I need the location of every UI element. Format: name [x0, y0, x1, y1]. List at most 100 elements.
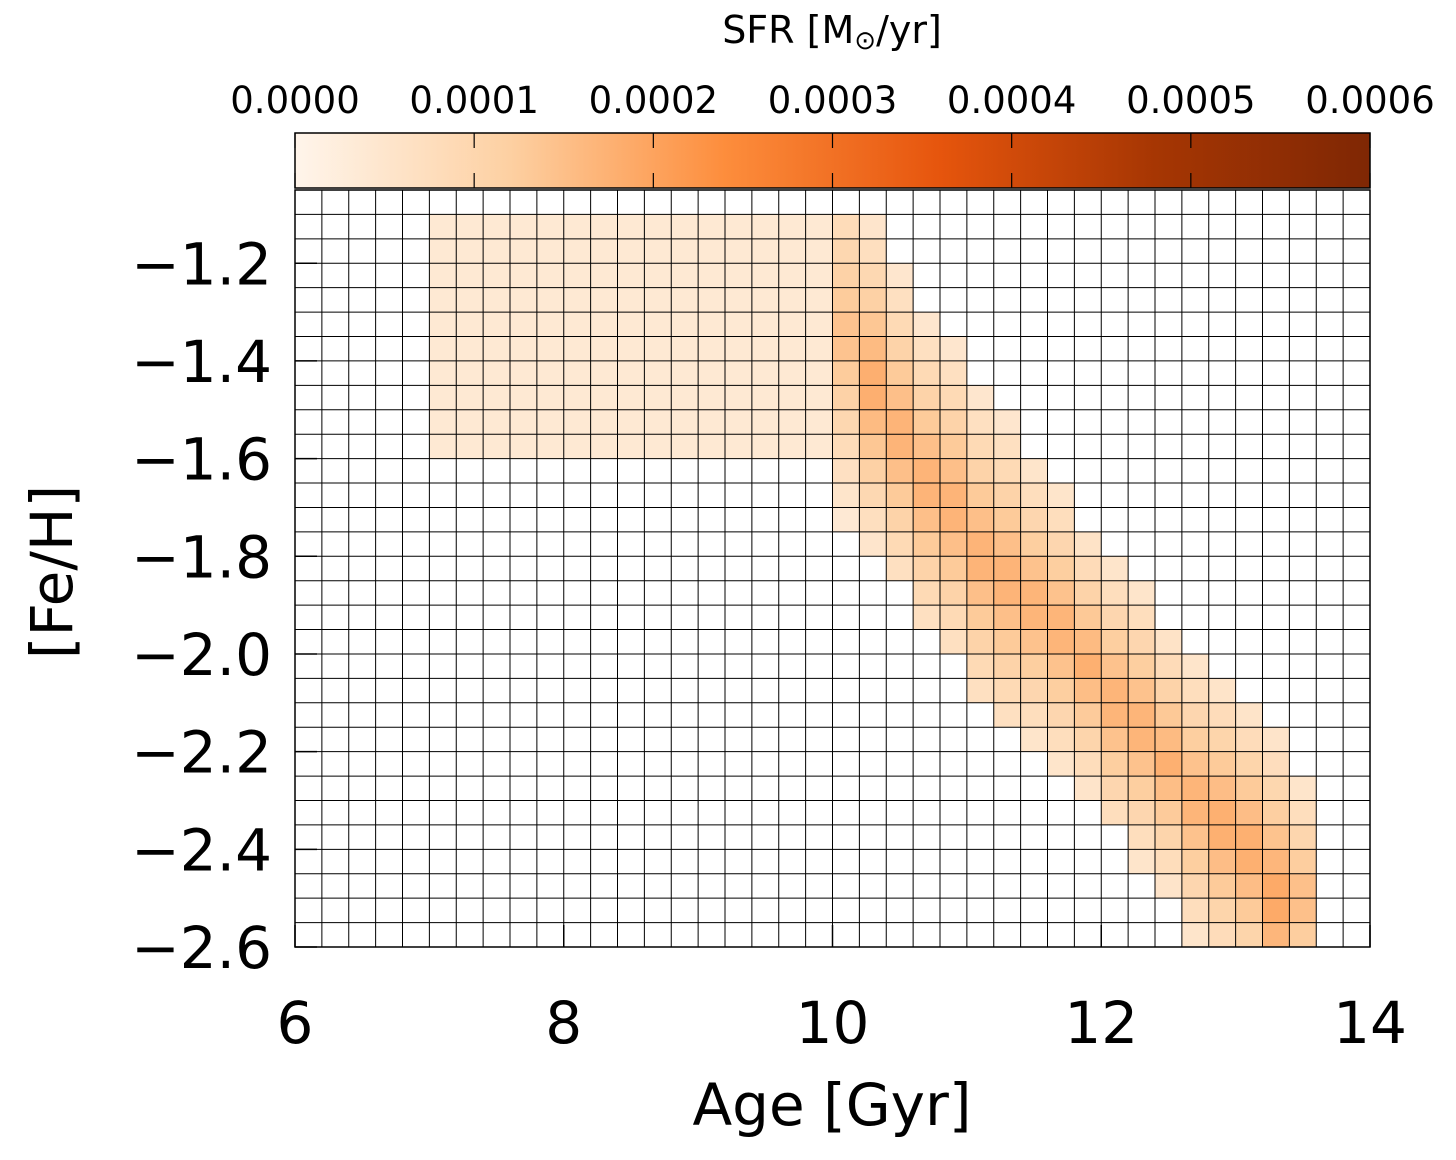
heatmap-cell	[590, 336, 618, 361]
heatmap-cell	[886, 287, 914, 313]
x-tick-label: 6	[277, 989, 314, 1057]
heatmap-cell	[1155, 776, 1182, 801]
heatmap-cell	[1235, 898, 1263, 923]
heatmap-cell	[1047, 483, 1075, 508]
heatmap-cell	[751, 434, 779, 459]
heatmap-cell	[778, 336, 806, 361]
heatmap-cell	[805, 336, 833, 361]
heatmap-cell	[966, 580, 994, 606]
heatmap-cell	[483, 263, 510, 288]
heatmap-cell	[483, 434, 510, 459]
colorbar-tick-label: 0.0004	[947, 79, 1076, 122]
heatmap-cell	[644, 434, 672, 459]
heatmap-cell	[886, 360, 914, 386]
heatmap-cell	[617, 238, 645, 264]
heatmap-cell	[859, 287, 887, 313]
heatmap-cell	[805, 214, 833, 239]
heatmap-cell	[940, 483, 967, 508]
heatmap-cell	[671, 263, 699, 288]
heatmap-cell	[563, 385, 591, 410]
heatmap-cell	[1101, 800, 1129, 825]
heatmap-cell	[1020, 727, 1048, 752]
heatmap-cell	[563, 409, 591, 435]
heatmap-cell	[966, 483, 994, 508]
heatmap-cell	[1020, 629, 1048, 654]
heatmap-cell	[1074, 531, 1102, 557]
heatmap-cell	[859, 263, 887, 288]
heatmap-cell	[563, 238, 591, 264]
heatmap-cell	[510, 238, 537, 264]
heatmap-cell	[536, 214, 564, 239]
heatmap-cell	[671, 287, 699, 313]
heatmap-cell	[1074, 702, 1102, 728]
heatmap-cell	[805, 287, 833, 313]
heatmap-cell	[1235, 824, 1263, 850]
heatmap-cell	[859, 360, 887, 386]
heatmap-cell	[671, 312, 699, 337]
heatmap-cell	[617, 263, 645, 288]
heatmap-cell	[1128, 702, 1155, 728]
heatmap-cell	[1128, 653, 1155, 679]
heatmap-cell	[429, 214, 457, 239]
heatmap-cell	[832, 507, 860, 532]
heatmap-cell	[1074, 653, 1102, 679]
heatmap-cell	[1020, 605, 1048, 630]
heatmap-cell	[1262, 727, 1290, 752]
heatmap-cell	[859, 434, 887, 459]
heatmap-cell	[778, 263, 806, 288]
heatmap-cell	[456, 360, 484, 386]
x-tick-label: 8	[545, 989, 582, 1057]
heatmap-cell	[778, 385, 806, 410]
heatmap-cell	[644, 238, 672, 264]
heatmap-cell	[886, 263, 914, 288]
heatmap-cell	[993, 702, 1021, 728]
heatmap-cell	[590, 263, 618, 288]
heatmap-cell	[563, 336, 591, 361]
heatmap-cell	[510, 312, 537, 337]
heatmap-cell	[563, 263, 591, 288]
heatmap-cell	[483, 238, 510, 264]
heatmap-cell	[1289, 873, 1317, 899]
heatmap-cell	[913, 312, 940, 337]
heatmap-cell	[966, 458, 994, 484]
heatmap-cell	[1047, 556, 1075, 581]
heatmap-cell	[1289, 849, 1317, 874]
heatmap-cell	[1128, 776, 1155, 801]
heatmap-cell	[1155, 873, 1182, 899]
heatmap-cell	[510, 434, 537, 459]
heatmap-cell	[590, 434, 618, 459]
heatmap-cell	[751, 385, 779, 410]
heatmap-cell	[698, 434, 725, 459]
x-tick-label: 12	[1064, 989, 1138, 1057]
heatmap-cell	[1208, 727, 1236, 752]
x-axis-title: Age [Gyr]	[693, 1071, 972, 1139]
heatmap-cell	[1181, 824, 1209, 850]
heatmap-cell	[1128, 800, 1155, 825]
heatmap-cell	[1128, 580, 1155, 606]
heatmap-cell	[429, 287, 457, 313]
heatmap-cell	[778, 360, 806, 386]
heatmap-cell	[1047, 678, 1075, 703]
heatmap-cell	[1047, 629, 1075, 654]
heatmap-cell	[1181, 727, 1209, 752]
heatmap-cell	[859, 483, 887, 508]
heatmap-cell	[671, 336, 699, 361]
heatmap-cell	[940, 434, 967, 459]
heatmap-cell	[886, 507, 914, 532]
heatmap-cell	[1020, 678, 1048, 703]
heatmap-cell	[1235, 776, 1263, 801]
heatmap-cell	[993, 434, 1021, 459]
heatmap-cell	[536, 287, 564, 313]
heatmap-cell	[644, 287, 672, 313]
heatmap-cell	[966, 678, 994, 703]
heatmap-cell	[993, 629, 1021, 654]
heatmap-cell	[832, 287, 860, 313]
heatmap-cell	[805, 312, 833, 337]
heatmap-cell	[886, 531, 914, 557]
heatmap-cell	[1289, 824, 1317, 850]
heatmap-cell	[456, 287, 484, 313]
heatmap-cell	[1074, 751, 1102, 777]
colorbar-label: SFR [M⊙/yr]	[722, 8, 942, 56]
heatmap-cell	[1235, 727, 1263, 752]
